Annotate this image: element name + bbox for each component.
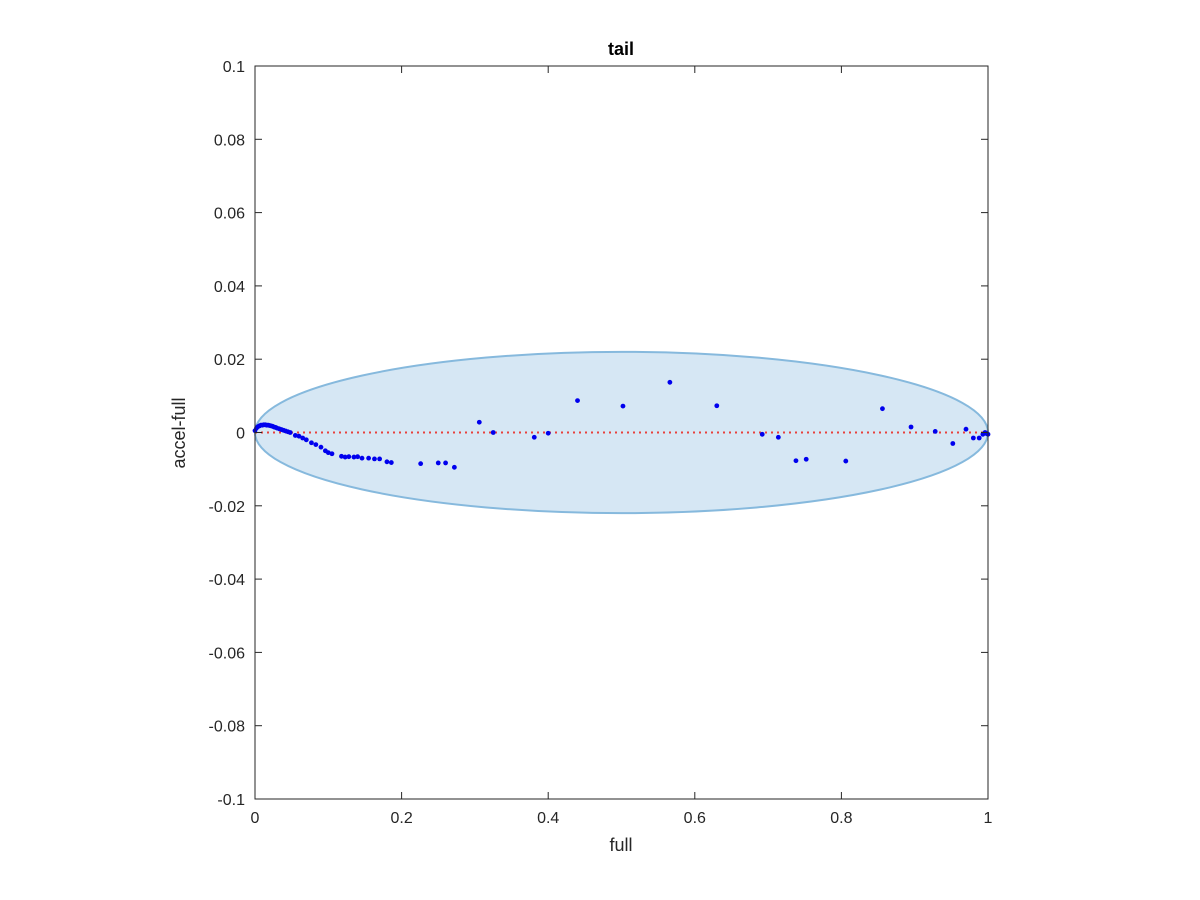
y-tick-label: -0.1 [217,792,245,809]
data-point [318,444,324,450]
data-point [950,441,956,446]
data-point [793,458,799,464]
data-point [309,440,314,446]
data-point [384,459,390,465]
data-point [303,437,309,443]
data-point [545,430,551,436]
data-point [451,464,457,470]
y-tick-label: 0.06 [214,206,245,223]
y-tick-label: -0.06 [209,645,246,662]
data-point [843,458,849,464]
data-point [476,419,482,425]
data-point [359,455,365,461]
data-point [803,456,809,462]
data-point [976,435,982,441]
data-point [531,434,537,440]
data-point [329,451,335,457]
data-point [575,398,580,404]
data-point [880,406,885,412]
data-point [296,433,302,439]
chart-title: tail [608,39,634,59]
data-point [963,426,969,432]
data-point [313,442,319,447]
data-point [759,431,765,437]
x-tick-label: 0.8 [830,810,852,827]
y-axis-ticks: -0.1 -0.08 -0.06 -0.04 -0.02 0 0.02 0.04 0.06 0.0… [209,59,988,809]
data-point [388,460,394,465]
data-point [667,379,673,385]
data-point [970,435,976,441]
data-point [714,403,720,409]
x-tick-label: 0.4 [537,810,559,827]
x-axis-ticks: 0 0.2 0.4 0.6 0.8 1 [251,66,993,827]
y-tick-label: -0.04 [209,572,246,589]
y-tick-label: -0.02 [209,499,246,516]
data-point [418,461,424,467]
data-point [775,434,781,440]
y-tick-label: -0.08 [209,719,246,736]
data-point [346,454,352,460]
data-point [325,450,331,456]
x-tick-label: 0.6 [684,810,706,827]
data-point [287,430,293,435]
y-tick-label: 0 [236,426,245,443]
y-tick-label: 0.04 [214,279,245,296]
y-tick-label: 0.08 [214,132,245,149]
data-point [490,430,496,435]
data-point [292,433,298,438]
data-point [339,453,344,459]
x-tick-label: 0.2 [390,810,412,827]
data-point [351,454,357,460]
data-point [372,456,377,462]
data-point [620,403,626,409]
x-axis-label: full [609,835,632,855]
plot-area [252,350,991,515]
x-tick-label: 0 [251,810,260,827]
data-point [377,456,383,462]
y-axis-label: accel-full [169,397,189,468]
y-tick-label: 0.1 [223,59,245,76]
y-tick-label: 0.02 [214,352,245,369]
x-tick-label: 1 [984,810,993,827]
data-point [355,454,361,460]
data-point [443,460,448,466]
data-point [908,424,914,430]
data-point [366,455,372,461]
data-point [435,460,441,466]
data-point [300,435,306,441]
data-point [932,429,938,434]
data-point [342,454,348,460]
